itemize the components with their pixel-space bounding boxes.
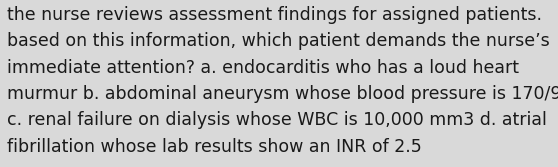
Text: c. renal failure on dialysis whose WBC is 10,000 mm3 d. atrial: c. renal failure on dialysis whose WBC i…: [7, 111, 547, 129]
Text: murmur b. abdominal aneurysm whose blood pressure is 170/90: murmur b. abdominal aneurysm whose blood…: [7, 85, 558, 103]
Text: the nurse reviews assessment findings for assigned patients.: the nurse reviews assessment findings fo…: [7, 6, 542, 24]
Text: fibrillation whose lab results show an INR of 2.5: fibrillation whose lab results show an I…: [7, 138, 422, 156]
Text: immediate attention? a. endocarditis who has a loud heart: immediate attention? a. endocarditis who…: [7, 59, 519, 77]
Text: based on this information, which patient demands the nurse’s: based on this information, which patient…: [7, 32, 550, 50]
